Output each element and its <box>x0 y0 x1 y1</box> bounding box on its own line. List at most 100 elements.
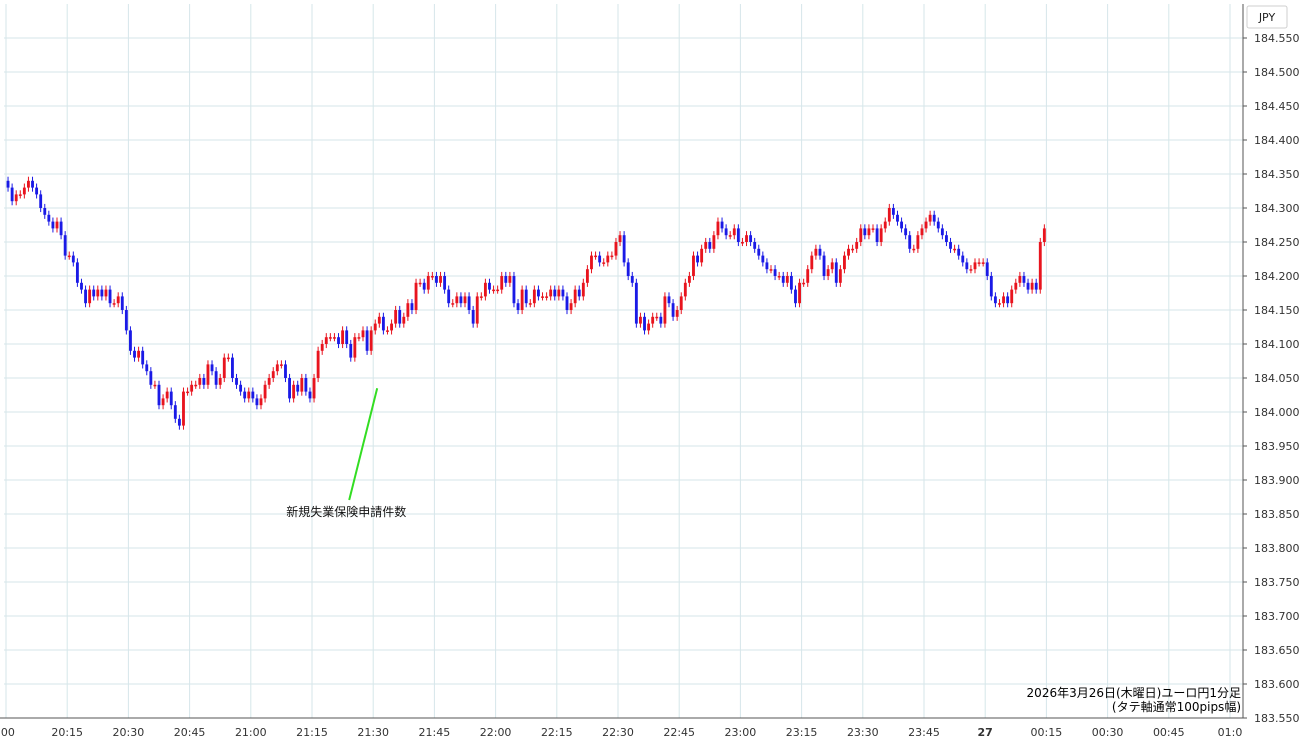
candle-body <box>27 180 30 188</box>
candle-body <box>267 378 271 385</box>
y-tick-label: 184.300 <box>1254 202 1300 215</box>
y-tick-label: 183.800 <box>1254 542 1300 555</box>
candle-body <box>512 276 516 304</box>
currency-label-box <box>1246 5 1288 29</box>
candle-body <box>581 282 585 297</box>
candle-body <box>785 276 789 283</box>
candle-body <box>239 384 243 392</box>
candle-body <box>169 391 173 406</box>
candle-body <box>928 214 932 222</box>
candle-body <box>88 289 92 304</box>
candle-body <box>602 262 606 264</box>
candle-body <box>855 242 859 249</box>
candle-body <box>1018 276 1022 283</box>
candle-body <box>826 269 830 276</box>
candle-body <box>585 269 589 283</box>
y-tick-label: 184.550 <box>1254 32 1300 45</box>
candle-body <box>51 221 55 229</box>
candle-body <box>1006 296 1010 304</box>
y-tick-label: 183.850 <box>1254 508 1300 521</box>
candle-body <box>353 337 357 358</box>
x-tick-label: 27 <box>978 726 993 739</box>
candle-body <box>394 310 398 324</box>
candle-body <box>565 296 569 310</box>
candle-body <box>324 337 328 344</box>
candle-body <box>177 418 181 426</box>
candle-body <box>887 208 891 222</box>
candle-body <box>757 248 761 256</box>
candle-body <box>63 235 67 256</box>
candle-body <box>651 316 655 324</box>
y-tick-label: 184.200 <box>1254 270 1300 283</box>
candle-body <box>557 289 561 297</box>
candle-body <box>112 303 116 305</box>
y-tick-label: 183.550 <box>1254 712 1300 725</box>
candle-body <box>190 384 194 392</box>
candle-body <box>528 303 532 305</box>
candle-body <box>345 330 349 344</box>
candle-body <box>508 276 512 283</box>
candle-body <box>610 255 614 258</box>
candle-body <box>243 391 247 399</box>
candle-body <box>532 289 536 304</box>
candle-body <box>728 235 732 237</box>
candle-body <box>206 364 210 385</box>
candle-body <box>622 235 626 263</box>
candle-body <box>369 330 373 351</box>
candle-body <box>402 316 406 324</box>
candle-body <box>537 289 540 297</box>
candle-body <box>479 296 483 298</box>
candle-body <box>643 316 646 331</box>
candle-body <box>847 248 850 256</box>
candle-body <box>398 310 402 324</box>
candle-body <box>194 384 198 387</box>
candle-body <box>447 289 451 304</box>
candle-body <box>214 371 218 385</box>
candle-body <box>439 276 442 283</box>
candle-body <box>590 255 593 270</box>
candle-body <box>157 384 161 406</box>
x-tick-label: 21:15 <box>296 726 328 739</box>
candle-body <box>22 187 26 195</box>
candle-body <box>549 289 553 297</box>
candle-body <box>133 350 136 358</box>
y-tick-label: 184.400 <box>1254 134 1300 147</box>
y-tick-label: 183.600 <box>1254 678 1300 691</box>
candle-body <box>451 303 455 305</box>
candle-body <box>153 384 157 387</box>
candle-body <box>875 228 879 242</box>
candle-body <box>883 221 887 229</box>
candle-body <box>116 296 120 304</box>
y-tick-labels: 184.550 184.500 184.450 184.400 184.350 184.3… <box>1254 32 1300 725</box>
candle-body <box>231 357 234 378</box>
annotation-text: 新規失業保険申請件数 <box>286 504 406 519</box>
candles <box>6 176 1046 430</box>
x-tick-label: 20:30 <box>113 726 145 739</box>
candle-body <box>263 384 267 399</box>
candle-body <box>426 276 430 290</box>
candle-body <box>373 323 377 331</box>
candle-body <box>259 398 263 406</box>
x-tick-label: 23:30 <box>847 726 879 739</box>
candle-body <box>822 255 826 276</box>
candle-body <box>745 235 748 242</box>
candle-body <box>949 242 952 249</box>
candle-body <box>908 235 912 249</box>
candle-body <box>594 255 597 258</box>
x-tick-label: 23:15 <box>786 726 818 739</box>
candle-body <box>222 357 226 378</box>
x-tick-label: 01:0 <box>1218 726 1243 739</box>
candle-body <box>296 384 300 392</box>
candle-body <box>496 289 500 292</box>
candle-body <box>700 248 704 263</box>
candle-body <box>279 364 283 366</box>
x-tick-label: 20:15 <box>51 726 83 739</box>
candle-body <box>463 296 467 304</box>
candle-body <box>679 296 683 310</box>
candle-body <box>361 330 365 338</box>
candle-body <box>1010 289 1014 304</box>
annotation-line <box>348 387 379 501</box>
info-line-1: 2026年3月26日(木曜日)ユーロ円1分足 <box>1027 686 1241 700</box>
candle-body <box>275 364 279 372</box>
candle-body <box>467 296 471 310</box>
